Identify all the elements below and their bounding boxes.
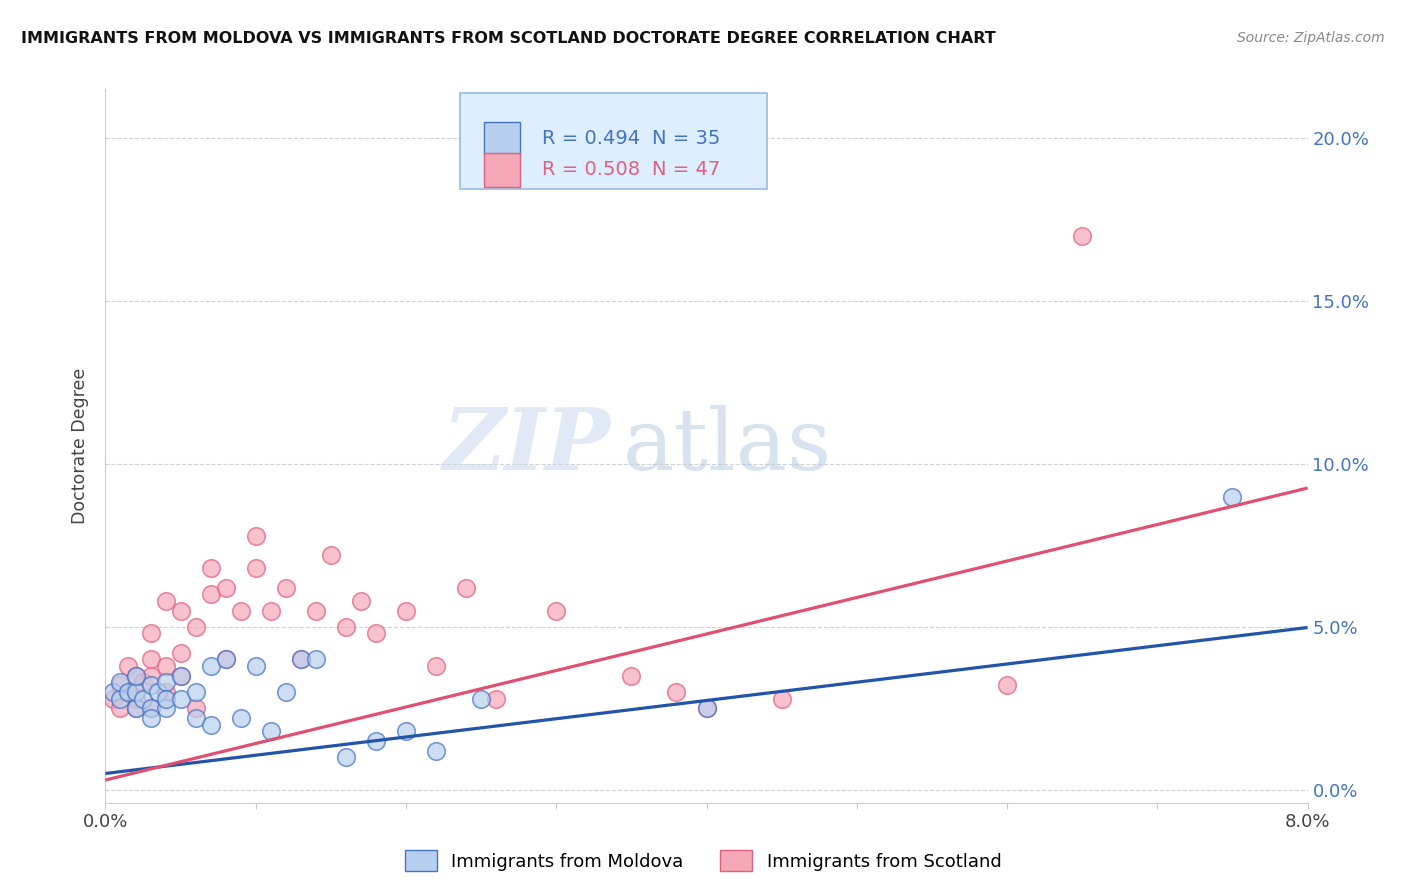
Point [124,701,146,715]
Point [184,620,207,634]
Text: R = 0.508: R = 0.508 [541,161,640,179]
Point [245,528,267,542]
Point [155,691,177,706]
Point [350,594,373,608]
Point [290,652,312,666]
Point [146,685,169,699]
Point [364,626,387,640]
Text: atlas: atlas [623,404,831,488]
Point [260,724,283,739]
Point [274,685,297,699]
FancyBboxPatch shape [484,153,520,187]
Text: N = 47: N = 47 [652,161,721,179]
Point [245,561,267,575]
Point [124,691,146,706]
Point [155,685,177,699]
Point [124,685,146,699]
Point [364,734,387,748]
Point [770,691,793,706]
Point [184,711,207,725]
Point [274,581,297,595]
Point [155,701,177,715]
Point [117,685,139,699]
Point [139,652,162,666]
Point [335,620,357,634]
Point [139,701,162,715]
Text: R = 0.494: R = 0.494 [541,129,640,148]
FancyBboxPatch shape [460,93,766,189]
Point [200,717,222,731]
Point [110,691,132,706]
Point [139,678,162,692]
Point [319,548,342,562]
Text: ZIP: ZIP [443,404,610,488]
Point [124,669,146,683]
Point [110,675,132,690]
Text: IMMIGRANTS FROM MOLDOVA VS IMMIGRANTS FROM SCOTLAND DOCTORATE DEGREE CORRELATION: IMMIGRANTS FROM MOLDOVA VS IMMIGRANTS FR… [21,31,995,46]
Point [425,744,447,758]
Point [665,685,688,699]
Point [696,701,718,715]
Point [139,711,162,725]
Point [260,603,283,617]
Point [200,659,222,673]
Point [132,691,155,706]
Point [110,701,132,715]
Point [245,659,267,673]
Point [139,626,162,640]
Point [1222,490,1244,504]
Point [117,685,139,699]
Point [184,685,207,699]
Point [110,678,132,692]
Point [425,659,447,673]
Point [1071,228,1094,243]
Point [169,646,191,660]
Point [229,603,252,617]
Point [155,594,177,608]
Point [335,750,357,764]
Point [139,701,162,715]
Point [620,669,643,683]
Point [124,669,146,683]
Point [139,669,162,683]
Point [155,659,177,673]
Point [101,691,124,706]
Point [395,603,418,617]
Point [117,659,139,673]
Point [169,669,191,683]
Point [290,652,312,666]
Point [454,581,477,595]
Point [485,691,508,706]
Point [200,587,222,601]
Point [169,669,191,683]
Point [132,675,155,690]
Point [995,678,1018,692]
Point [155,675,177,690]
Text: N = 35: N = 35 [652,129,721,148]
Point [214,581,236,595]
Point [696,701,718,715]
Y-axis label: Doctorate Degree: Doctorate Degree [72,368,90,524]
Point [169,691,191,706]
Point [305,652,328,666]
Point [214,652,236,666]
Point [546,603,568,617]
Point [101,685,124,699]
Point [169,603,191,617]
Point [470,691,492,706]
Point [214,652,236,666]
Point [229,711,252,725]
Point [124,701,146,715]
Point [184,701,207,715]
Point [395,724,418,739]
Text: Source: ZipAtlas.com: Source: ZipAtlas.com [1237,31,1385,45]
Legend: Immigrants from Moldova, Immigrants from Scotland: Immigrants from Moldova, Immigrants from… [398,843,1008,879]
FancyBboxPatch shape [484,121,520,156]
Point [305,603,328,617]
Point [200,561,222,575]
